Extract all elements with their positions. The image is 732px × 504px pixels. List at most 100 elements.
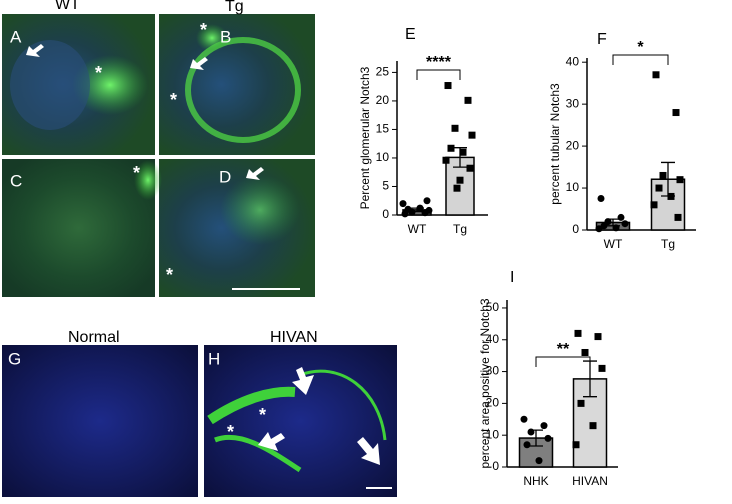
data-point bbox=[650, 201, 658, 209]
stain bbox=[196, 24, 228, 52]
panel-label: G bbox=[8, 349, 21, 368]
arrow bbox=[26, 44, 44, 57]
data-point bbox=[667, 192, 675, 200]
panel-title: Normal bbox=[68, 329, 120, 346]
panel-image bbox=[159, 14, 315, 155]
data-point bbox=[617, 213, 625, 221]
y-tick-label: 30 bbox=[486, 364, 500, 378]
data-point bbox=[621, 220, 629, 228]
y-tick-label: 10 bbox=[376, 150, 390, 164]
data-point bbox=[659, 171, 667, 179]
panel-label: A bbox=[10, 27, 22, 46]
stain bbox=[207, 386, 296, 425]
arrow bbox=[258, 432, 285, 451]
x-tick-label: HIVAN bbox=[572, 474, 608, 488]
data-point bbox=[597, 195, 605, 203]
data-point bbox=[581, 348, 589, 356]
asterisk: * bbox=[133, 163, 140, 183]
data-point bbox=[598, 364, 606, 372]
data-point bbox=[674, 213, 682, 221]
y-tick-label: 30 bbox=[566, 96, 580, 110]
arrows bbox=[26, 44, 380, 465]
panel-label: F bbox=[597, 31, 607, 48]
y-tick-label: 15 bbox=[376, 122, 390, 136]
asterisk: * bbox=[95, 63, 102, 83]
significance-bracket bbox=[535, 356, 591, 367]
arrow bbox=[292, 367, 314, 395]
significance-label: ** bbox=[557, 341, 570, 358]
data-point bbox=[527, 428, 535, 436]
stain bbox=[299, 369, 387, 441]
data-point bbox=[451, 124, 459, 132]
column-label: WT bbox=[55, 0, 80, 13]
y-tick-label: 20 bbox=[376, 93, 390, 107]
data-point bbox=[466, 164, 474, 172]
y-tick-label: 50 bbox=[486, 300, 500, 314]
data-point bbox=[655, 184, 663, 192]
y-tick-label: 0 bbox=[382, 207, 389, 221]
significance-bracket bbox=[416, 69, 461, 80]
data-point bbox=[416, 204, 424, 212]
data-point bbox=[453, 184, 461, 192]
data-point bbox=[594, 333, 602, 341]
panel-label: E bbox=[405, 26, 416, 43]
data-point bbox=[442, 156, 450, 164]
significance-label: * bbox=[637, 39, 644, 56]
y-tick-label: 10 bbox=[486, 427, 500, 441]
data-point bbox=[652, 71, 660, 79]
y-axis-label: Percent glomerular Notch3 bbox=[358, 66, 372, 209]
data-point bbox=[404, 205, 412, 213]
y-tick-label: 20 bbox=[486, 396, 500, 410]
panel-title: HIVAN bbox=[270, 329, 318, 346]
data-point bbox=[612, 224, 620, 232]
y-tick-label: 40 bbox=[566, 54, 580, 68]
y-axis-label: percent area positive for Notch3 bbox=[478, 298, 492, 468]
arrow bbox=[190, 57, 208, 70]
data-point bbox=[520, 415, 528, 423]
data-point bbox=[464, 96, 472, 104]
data-point bbox=[523, 441, 531, 449]
significance-label: **** bbox=[426, 54, 452, 71]
panel-image bbox=[2, 345, 198, 497]
arrow bbox=[357, 437, 380, 465]
data-point bbox=[544, 434, 552, 442]
data-point bbox=[595, 225, 603, 233]
stain bbox=[185, 37, 301, 143]
x-tick-label: Tg bbox=[453, 222, 467, 236]
data-point bbox=[574, 329, 582, 337]
stain bbox=[134, 160, 162, 200]
y-tick-label: 10 bbox=[566, 180, 580, 194]
data-point bbox=[535, 457, 543, 465]
x-tick-label: WT bbox=[408, 222, 427, 236]
column-label: Tg bbox=[225, 0, 244, 15]
significance-bracket bbox=[612, 54, 669, 65]
panel-image bbox=[2, 159, 155, 297]
data-point bbox=[672, 109, 680, 117]
stain bbox=[72, 55, 148, 115]
data-point bbox=[423, 197, 431, 205]
asterisk: * bbox=[170, 90, 177, 110]
data-point bbox=[447, 144, 455, 152]
arrow bbox=[246, 167, 264, 180]
x-tick-label: Tg bbox=[661, 237, 675, 251]
asterisk: * bbox=[166, 265, 173, 285]
panel-label: H bbox=[208, 349, 220, 368]
stain bbox=[10, 40, 90, 130]
data-point bbox=[425, 206, 433, 214]
y-tick-label: 25 bbox=[376, 65, 390, 79]
panel-label: C bbox=[10, 171, 22, 190]
data-point bbox=[444, 82, 452, 90]
data-point bbox=[456, 176, 464, 184]
data-point bbox=[540, 422, 548, 430]
data-point bbox=[459, 148, 467, 156]
stain bbox=[214, 434, 302, 473]
micrographs bbox=[2, 14, 397, 497]
x-tick-label: NHK bbox=[523, 474, 548, 488]
data-point bbox=[676, 176, 684, 184]
data-point bbox=[572, 441, 580, 449]
y-tick-label: 20 bbox=[566, 138, 580, 152]
data-point bbox=[577, 399, 585, 407]
asterisk: * bbox=[200, 20, 207, 40]
panel-label: I bbox=[510, 269, 514, 286]
